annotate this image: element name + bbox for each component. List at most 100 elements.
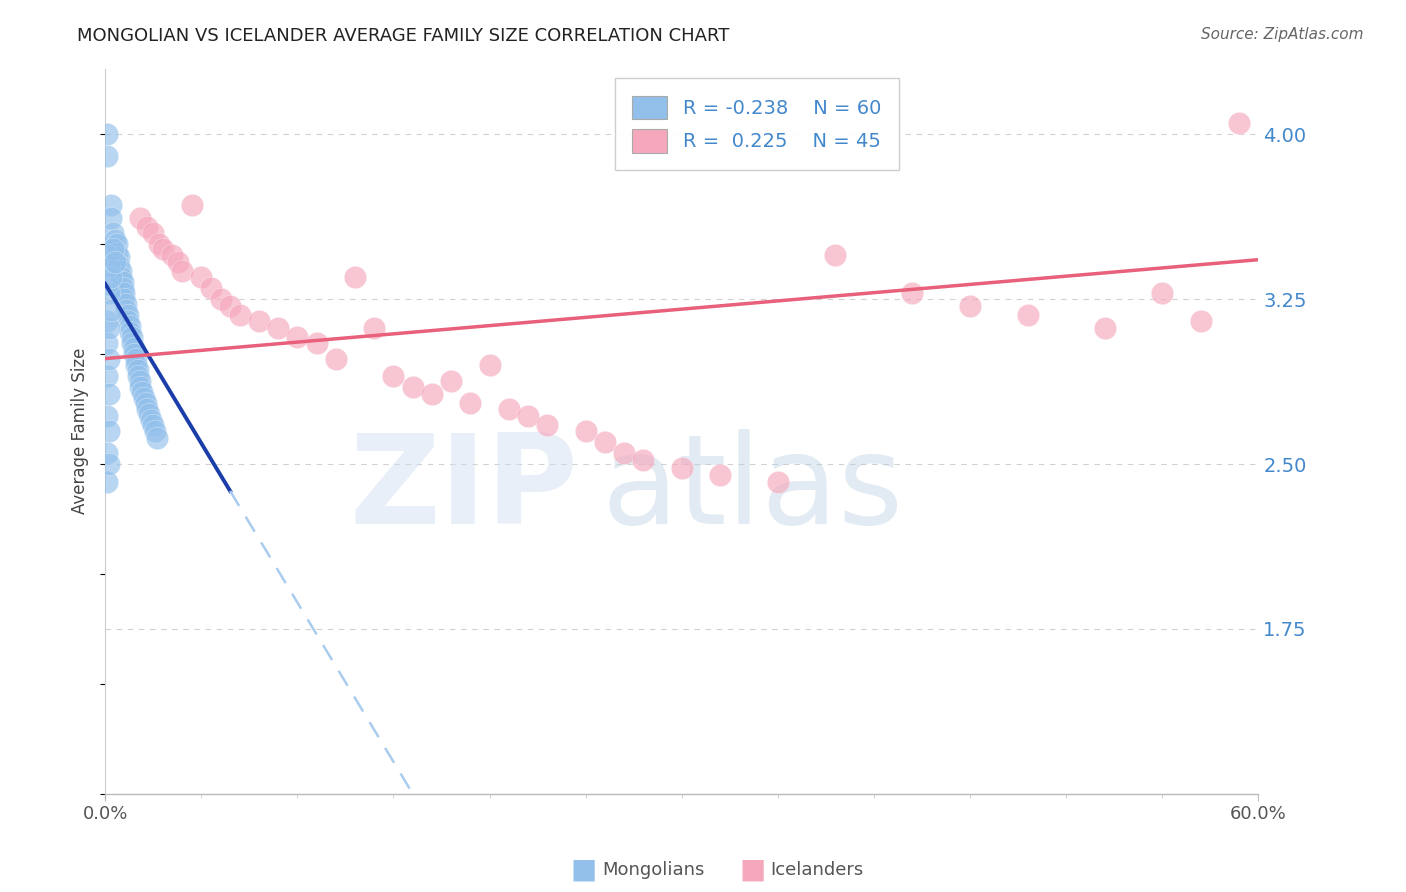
Point — [267, 321, 290, 335]
Point — [98, 351, 121, 366]
Point — [111, 281, 134, 295]
Point — [101, 242, 124, 256]
Point — [112, 292, 135, 306]
Point — [633, 452, 655, 467]
Point — [127, 362, 149, 376]
Point — [128, 374, 150, 388]
Text: MONGOLIAN VS ICELANDER AVERAGE FAMILY SIZE CORRELATION CHART: MONGOLIAN VS ICELANDER AVERAGE FAMILY SI… — [77, 27, 730, 45]
Point — [148, 237, 170, 252]
Point — [162, 248, 184, 262]
Point — [167, 255, 190, 269]
Point — [142, 227, 165, 241]
Point — [593, 435, 616, 450]
Point — [824, 248, 846, 262]
Point — [120, 318, 142, 333]
Point — [98, 321, 121, 335]
Point — [180, 198, 202, 212]
Point — [100, 303, 122, 318]
Point — [98, 285, 121, 300]
Point — [96, 446, 118, 460]
Point — [110, 270, 132, 285]
Point — [420, 386, 443, 401]
Point — [115, 296, 138, 310]
Point — [131, 384, 153, 399]
Point — [325, 351, 347, 366]
Point — [460, 395, 482, 409]
Point — [440, 374, 463, 388]
Point — [112, 285, 135, 300]
Point — [901, 285, 924, 300]
Point — [138, 407, 160, 421]
Point — [141, 413, 163, 427]
Point — [117, 314, 139, 328]
Point — [287, 329, 309, 343]
Point — [96, 369, 118, 384]
Point — [111, 275, 134, 289]
Point — [402, 380, 425, 394]
Point — [136, 219, 159, 234]
Point — [247, 314, 270, 328]
Point — [536, 417, 558, 432]
Point — [1189, 314, 1212, 328]
Point — [96, 128, 118, 142]
Point — [101, 227, 124, 241]
Point — [229, 308, 252, 322]
Point — [152, 242, 174, 256]
Point — [98, 260, 121, 274]
Point — [100, 198, 122, 212]
Y-axis label: Average Family Size: Average Family Size — [72, 348, 89, 515]
Point — [128, 380, 150, 394]
Point — [1017, 308, 1039, 322]
Point — [209, 292, 232, 306]
Point — [344, 270, 367, 285]
Legend: R = -0.238    N = 60, R =  0.225    N = 45: R = -0.238 N = 60, R = 0.225 N = 45 — [614, 78, 898, 170]
Point — [128, 211, 150, 225]
Point — [959, 299, 981, 313]
Point — [104, 255, 127, 269]
Point — [575, 424, 598, 438]
Point — [1152, 285, 1174, 300]
Point — [125, 358, 148, 372]
Point — [96, 277, 118, 291]
Point — [98, 424, 121, 438]
Text: Mongolians: Mongolians — [602, 861, 704, 879]
Point — [382, 369, 405, 384]
Point — [117, 308, 139, 322]
Point — [115, 303, 138, 318]
Text: ZIP: ZIP — [349, 429, 578, 549]
Point — [100, 211, 122, 225]
Point — [136, 402, 159, 417]
Point — [125, 351, 148, 366]
Point — [98, 457, 121, 471]
Point — [219, 299, 242, 313]
Point — [305, 336, 328, 351]
Point — [478, 358, 501, 372]
Point — [107, 260, 129, 274]
Text: atlas: atlas — [600, 429, 903, 549]
Point — [105, 246, 128, 260]
Point — [517, 409, 540, 423]
Point — [96, 149, 118, 163]
Point — [143, 424, 166, 438]
Point — [363, 321, 385, 335]
Point — [766, 475, 789, 489]
Point — [107, 251, 129, 265]
Point — [122, 347, 145, 361]
Point — [709, 468, 731, 483]
Point — [146, 431, 169, 445]
Point — [98, 386, 121, 401]
Point — [96, 336, 118, 351]
Point — [105, 237, 128, 252]
Point — [96, 314, 118, 328]
Text: ■: ■ — [740, 855, 765, 884]
Point — [1227, 116, 1250, 130]
Text: ■: ■ — [571, 855, 596, 884]
Point — [121, 329, 143, 343]
Point — [613, 446, 636, 460]
Point — [96, 409, 118, 423]
Point — [132, 391, 155, 405]
Point — [142, 417, 165, 432]
Point — [172, 263, 194, 277]
Point — [127, 369, 149, 384]
Point — [120, 325, 142, 339]
